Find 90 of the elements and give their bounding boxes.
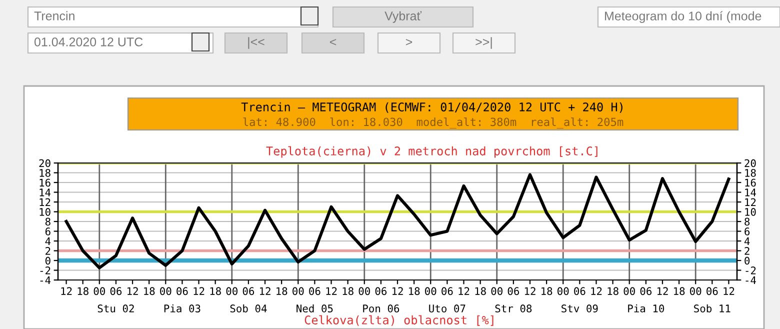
x-tick-label: 06 xyxy=(309,287,320,296)
text: > xyxy=(406,38,412,46)
x-tick-label: 12 xyxy=(392,287,403,295)
x2-tick-label: Sob 11 xyxy=(694,304,730,312)
text: Trencin xyxy=(34,11,74,20)
x-tick-label: 00 xyxy=(491,287,502,296)
y2-tick-label: 18 xyxy=(745,169,756,177)
x-tick-label: 06 xyxy=(442,287,453,296)
text: < xyxy=(330,38,336,46)
x-tick-label: 06 xyxy=(242,287,254,296)
x-tick-label: 18 xyxy=(674,287,685,296)
y2-tick-label: 8 xyxy=(744,218,750,226)
x-tick-label: 00 xyxy=(94,287,105,296)
text: Meteogram do 10 dní (mode xyxy=(605,11,762,23)
y2-tick-label: 0 xyxy=(744,256,750,265)
x2-tick-label: Stu 02 xyxy=(98,304,134,312)
y2-tick-label: 2 xyxy=(744,247,750,255)
y-tick-label: -4 xyxy=(40,276,51,284)
chart-subtitle: lat: 48.900 lon: 18.030 model_alt: 380m real_alt: 205m xyxy=(243,117,624,129)
x-tick-label: 00 xyxy=(690,287,702,296)
y-tick-label: 8 xyxy=(45,218,50,226)
text: Teplota(cierna) v 2 metroch nad povrchom [st.C] xyxy=(266,146,598,158)
x-tick-label: 18 xyxy=(608,287,618,296)
y-tick-label: 16 xyxy=(40,178,50,187)
x-tick-label: 06 xyxy=(640,287,652,296)
text: Celkova(zlta) oblacnost [%] xyxy=(304,315,494,326)
x2-tick-label: Pia 10 xyxy=(628,304,664,312)
x-tick-label: 06 xyxy=(706,287,718,296)
y2-tick-label: -2 xyxy=(746,266,756,274)
x2-tick-label: Pon 06 xyxy=(363,304,400,312)
y-tick-label: 0 xyxy=(45,256,50,265)
text: >>| xyxy=(476,37,492,49)
x-tick-label: 18 xyxy=(542,287,552,296)
y-tick-label: 2 xyxy=(46,247,50,255)
x-tick-label: 18 xyxy=(78,287,88,296)
x2-tick-label: Str 08 xyxy=(495,304,532,312)
x-tick-label: 12 xyxy=(61,287,72,295)
y2-tick-label: 6 xyxy=(744,228,750,236)
x2-tick-label: Ned 05 xyxy=(296,304,333,312)
x-tick-label: 12 xyxy=(657,287,668,295)
y2-tick-label: 14 xyxy=(745,188,756,196)
x2-tick-label: Sob 04 xyxy=(230,304,267,312)
x-tick-label: 18 xyxy=(210,287,221,296)
x2-tick-label: Pia 03 xyxy=(164,304,200,312)
text: |<< xyxy=(248,37,264,49)
x-tick-label: 12 xyxy=(128,287,138,295)
x-tick-label: 18 xyxy=(342,287,354,296)
x-tick-label: 18 xyxy=(475,287,486,296)
x-tick-label: 00 xyxy=(358,287,370,296)
x-tick-label: 00 xyxy=(226,287,238,296)
y2-tick-label: 20 xyxy=(744,159,756,168)
line-series xyxy=(64,173,730,270)
y2-tick-label: -4 xyxy=(746,276,756,284)
x-tick-label: 06 xyxy=(574,287,586,296)
text: Vybrať xyxy=(384,11,422,23)
x2-tick-label: Stv 09 xyxy=(562,304,598,312)
y2-tick-label: 4 xyxy=(744,237,750,245)
text: 01.04.2020 12 UTC xyxy=(34,38,143,46)
x-tick-label: 00 xyxy=(160,287,172,296)
x-tick-label: 12 xyxy=(458,287,470,295)
x-tick-label: 12 xyxy=(591,287,602,295)
x-tick-label: 12 xyxy=(194,287,204,295)
x-tick-label: 12 xyxy=(326,287,337,295)
x-tick-label: 12 xyxy=(524,287,536,295)
x-tick-label: 06 xyxy=(110,287,122,296)
y-tick-label: -2 xyxy=(40,266,50,274)
x-tick-label: 00 xyxy=(558,287,569,296)
x-tick-label: 06 xyxy=(176,287,188,296)
y2-tick-label: 12 xyxy=(745,198,756,206)
y-tick-label: 10 xyxy=(40,208,50,216)
x-tick-label: 00 xyxy=(624,287,635,296)
x-tick-label: 18 xyxy=(276,287,288,296)
x-tick-label: 18 xyxy=(409,287,420,296)
y-tick-label: 18 xyxy=(40,169,50,177)
x-tick-label: 00 xyxy=(425,287,436,296)
x-tick-label: 06 xyxy=(375,287,387,296)
x2-tick-label: Uto 07 xyxy=(429,304,466,312)
y2-tick-label: 10 xyxy=(745,208,756,216)
chart-title: Trencin – METEOGRAM (ECMWF: 01/04/2020 12 UTC + 240 H) xyxy=(241,102,622,113)
y-tick-label: 4 xyxy=(45,237,51,245)
y-tick-label: 6 xyxy=(45,228,50,236)
x-tick-label: 12 xyxy=(260,287,270,295)
y-tick-label: 20 xyxy=(39,159,50,168)
x-tick-label: 06 xyxy=(508,287,520,296)
x-tick-label: 18 xyxy=(144,287,155,296)
x-tick-label: 12 xyxy=(724,287,734,295)
y2-tick-label: 16 xyxy=(745,178,756,187)
y-tick-label: 14 xyxy=(40,188,51,196)
y-tick-label: 12 xyxy=(40,198,50,206)
x-tick-label: 00 xyxy=(292,287,304,296)
